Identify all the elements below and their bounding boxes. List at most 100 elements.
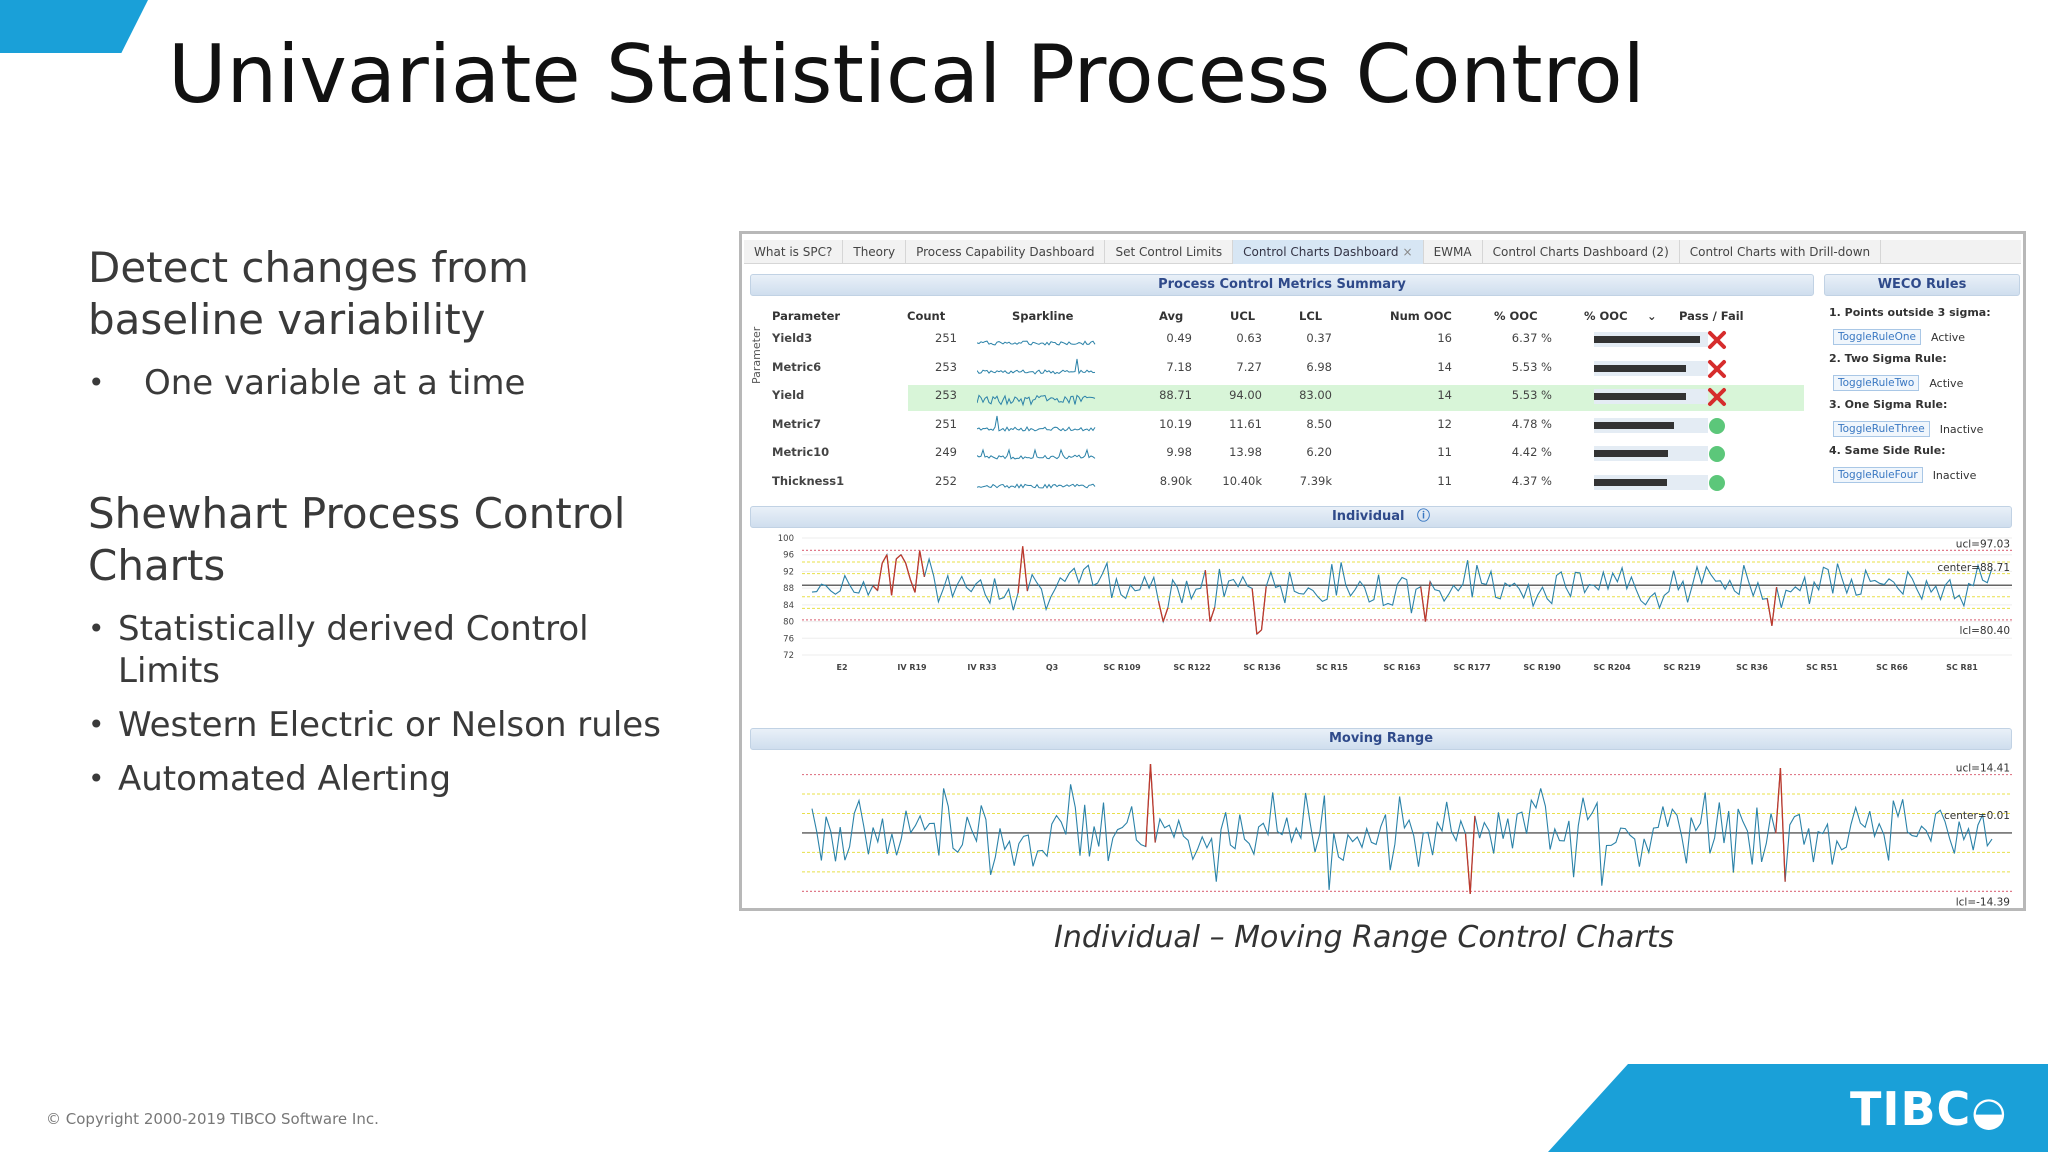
tab-control-charts-drill-down[interactable]: Control Charts with Drill-down — [1680, 240, 1882, 264]
col-sparkline[interactable]: Sparkline — [1012, 309, 1074, 323]
table-row[interactable]: Metric6 253 7.18 7.27 6.98 14 5.53 % — [772, 355, 1726, 384]
col-num-ooc[interactable]: Num OOC — [1390, 309, 1452, 323]
tab-set-control-limits[interactable]: Set Control Limits — [1105, 240, 1234, 264]
sparkline — [977, 415, 1096, 432]
individual-chart: 100 96 92 88 84 80 76 72 ucl=97.03 center=88.71 lc… — [778, 534, 2012, 672]
series-line — [811, 546, 1993, 636]
cell-num-ooc: 16 — [1437, 331, 1452, 345]
bullet-item: • Statistically derived Control Limits — [88, 608, 688, 692]
ooc-segment — [881, 554, 888, 564]
ooc-segment — [919, 550, 926, 578]
cell-count: 249 — [935, 445, 957, 459]
x-tick-label: SC R219 — [1663, 663, 1701, 672]
x-tick-label: SC R204 — [1593, 663, 1631, 672]
bullet-list: • One variable at a time — [88, 362, 688, 404]
table-row[interactable]: Yield 253 88.71 94.00 83.00 14 5.53 % — [772, 383, 1804, 412]
col-lcl[interactable]: LCL — [1299, 309, 1323, 323]
col-count[interactable]: Count — [907, 309, 946, 323]
tab-bar: What is SPC? Theory Process Capability D… — [744, 240, 2021, 264]
bullet-dot-icon: • — [88, 366, 105, 399]
pass-icon — [1709, 446, 1725, 462]
copyright-notice: © Copyright 2000-2019 TIBCO Software Inc… — [46, 1110, 379, 1128]
col-pass-fail[interactable]: Pass / Fail — [1679, 309, 1744, 323]
metrics-table: Parameter Count Sparkline Avg UCL LCL Nu… — [772, 304, 1804, 498]
col-pct-ooc-bar[interactable]: % OOC — [1584, 309, 1628, 323]
ooc-segment — [914, 550, 921, 593]
weco-rule-label: 2. Two Sigma Rule: — [1829, 352, 1947, 365]
ooc-segment — [1157, 601, 1164, 622]
tab-ewma[interactable]: EWMA — [1424, 240, 1483, 264]
table-row[interactable]: Thickness1 252 8.90k 10.40k 7.39k 11 4.37 % — [772, 469, 1725, 498]
weco-rule-status: Active — [1929, 376, 1964, 390]
table-row[interactable]: Yield3 251 0.49 0.63 0.37 16 6.37 % — [772, 326, 1726, 355]
col-avg[interactable]: Avg — [1159, 309, 1184, 323]
tab-control-charts-dashboard[interactable]: Control Charts Dashboard × — [1233, 240, 1424, 264]
toggle-rule-four-button[interactable]: ToggleRuleFour — [1833, 467, 1923, 483]
individual-panel-header: Individual ⓘ — [750, 506, 2012, 528]
ooc-segment — [1204, 570, 1211, 622]
fail-icon — [1708, 388, 1726, 406]
ooc-segment — [1209, 607, 1216, 622]
weco-rule-label: 1. Points outside 3 sigma: — [1829, 306, 1991, 319]
tab-process-capability[interactable]: Process Capability Dashboard — [906, 240, 1106, 264]
weco-rule-label: 4. Same Side Rule: — [1829, 444, 1946, 457]
cell-parameter: Metric7 — [772, 416, 822, 431]
info-icon[interactable]: ⓘ — [1417, 509, 1431, 524]
table-row[interactable]: Metric7 251 10.19 11.61 8.50 12 4.78 % — [772, 412, 1725, 441]
cell-ucl: 11.61 — [1229, 416, 1262, 431]
table-body: Yield3 251 0.49 0.63 0.37 16 6.37 % Metric6 253 7… — [772, 326, 1804, 498]
pass-dot — [1709, 474, 1725, 491]
cell-count: 251 — [935, 416, 957, 431]
tab-control-charts-dashboard-2[interactable]: Control Charts Dashboard (2) — [1483, 240, 1680, 264]
toggle-rule-one-button[interactable]: ToggleRuleOne — [1833, 329, 1921, 345]
y-tick-label: 84 — [783, 601, 794, 611]
ooc-segment — [1017, 546, 1024, 594]
left-column: Detect changes from baseline variability… — [88, 242, 688, 812]
table-header-row: Parameter Count Sparkline Avg UCL LCL Nu… — [772, 304, 1744, 326]
ooc-bar-fill — [1594, 393, 1687, 400]
col-pct-ooc[interactable]: % OOC — [1494, 309, 1538, 323]
weco-rule-status: Inactive — [1932, 468, 1977, 482]
cell-count: 252 — [935, 473, 957, 488]
toggle-rule-two-button[interactable]: ToggleRuleTwo — [1833, 375, 1920, 391]
sparkline-line — [977, 415, 1096, 432]
ooc-segment — [1149, 764, 1156, 843]
weco-rule-status: Inactive — [1939, 422, 1984, 436]
ucl-label: ucl=14.41 — [1956, 763, 2010, 775]
col-parameter[interactable]: Parameter — [772, 309, 841, 323]
individual-chart-title: Individual — [1331, 509, 1405, 524]
ooc-segment — [905, 562, 911, 580]
ooc-bar-track — [1594, 389, 1708, 404]
close-icon[interactable]: × — [1402, 245, 1413, 259]
sort-chevron-down-icon[interactable]: ⌄ — [1647, 309, 1657, 323]
sparkline-line — [977, 448, 1096, 460]
tab-theory[interactable]: Theory — [843, 240, 907, 264]
series-line — [811, 764, 1993, 894]
sparkline — [977, 482, 1096, 489]
bullet-text: Western Electric or Nelson rules — [118, 705, 661, 745]
weco-rule-2: 2. Two Sigma Rule: ToggleRuleTwo Active — [1829, 352, 2019, 394]
toggle-rule-three-button[interactable]: ToggleRuleThree — [1833, 421, 1930, 437]
cell-ucl: 0.63 — [1236, 331, 1262, 345]
bullet-dot-icon: • — [88, 762, 105, 795]
x-tick-label: SC R177 — [1453, 663, 1490, 672]
cell-parameter: Yield3 — [772, 331, 813, 345]
fail-icon — [1708, 331, 1726, 349]
x-tick-label: SC R190 — [1523, 663, 1561, 672]
cell-lcl: 6.20 — [1306, 445, 1332, 459]
ooc-segment — [1260, 586, 1267, 630]
x-tick-label: SC R109 — [1103, 663, 1141, 672]
col-ucl[interactable]: UCL — [1230, 309, 1256, 323]
table-row[interactable]: Metric10 249 9.98 13.98 6.20 11 4.42 % — [772, 440, 1725, 469]
cell-num-ooc: 11 — [1437, 445, 1452, 459]
bullet-text: Automated Alerting — [118, 759, 452, 799]
ooc-segment — [886, 554, 893, 596]
weco-rule-3: 3. One Sigma Rule: ToggleRuleThree Inacti… — [1829, 398, 2019, 440]
tab-what-is-spc[interactable]: What is SPC? — [744, 240, 844, 264]
ooc-segment — [890, 558, 897, 596]
sparkline — [977, 358, 1096, 375]
x-tick-label: SC R136 — [1243, 663, 1281, 672]
cell-num-ooc: 11 — [1437, 473, 1452, 488]
cell-count: 253 — [935, 359, 957, 374]
sparkline-line — [977, 482, 1096, 489]
